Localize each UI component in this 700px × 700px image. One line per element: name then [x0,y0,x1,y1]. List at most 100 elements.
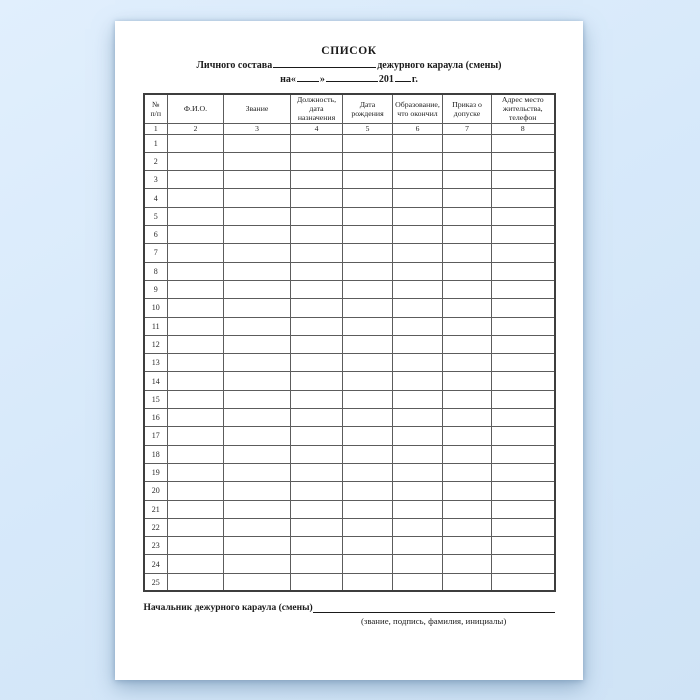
table-row: 22 [143,517,555,538]
row-number-cell: 15 [143,389,168,410]
row-number-cell: 7 [143,243,168,263]
empty-cell [342,170,393,190]
table-row: 3 [143,170,555,190]
table-row: 4 [143,188,555,208]
empty-cell [442,353,492,373]
empty-cell [342,243,393,263]
empty-cell [290,462,343,483]
empty-cell [167,353,224,373]
table-row: 17 [143,426,555,446]
empty-cell [442,481,492,501]
empty-cell [167,298,224,318]
document-page: СПИСОК Личного состава дежурного караула … [115,21,583,680]
empty-cell [223,462,291,483]
empty-cell [342,499,393,519]
empty-cell [392,206,443,227]
empty-cell [392,371,443,391]
empty-cell [167,517,224,538]
column-number: 8 [491,122,555,135]
signature-row: Начальник дежурного караула (смены) [144,602,555,614]
row-number-cell: 18 [143,444,168,464]
empty-cell [392,279,443,300]
empty-cell [290,499,343,519]
empty-cell [392,298,443,318]
empty-cell [167,499,224,519]
empty-cell [223,225,291,245]
empty-cell [491,353,555,373]
empty-cell [491,225,555,245]
column-number: 7 [442,122,492,135]
column-header: Образование, что окончил [392,93,443,124]
empty-cell [223,371,291,391]
empty-cell [442,334,492,355]
empty-cell [491,554,555,574]
empty-cell [491,444,555,464]
empty-cell [392,334,443,355]
row-number-cell: 10 [143,298,168,318]
empty-cell [342,334,393,355]
empty-cell [342,462,393,483]
signature-caption: (звание, подпись, фамилия, инициалы) [360,616,507,627]
empty-cell [491,389,555,410]
empty-cell [290,243,343,263]
table-row: 23 [143,536,555,556]
empty-cell [290,408,343,428]
empty-cell [167,316,224,336]
empty-cell [342,298,393,318]
table-row: 14 [143,371,555,391]
empty-cell [392,408,443,428]
row-number-cell: 4 [143,188,168,208]
empty-cell [223,170,291,190]
empty-cell [392,170,443,190]
row-number-cell: 17 [143,426,168,446]
empty-cell [290,170,343,190]
column-number: 1 [143,122,168,135]
empty-cell [392,572,443,592]
row-number-cell: 19 [143,462,168,483]
empty-cell [491,316,555,336]
empty-cell [342,536,393,556]
empty-cell [223,554,291,574]
empty-cell [442,371,492,391]
empty-cell [290,151,343,172]
table-row: 18 [143,444,555,464]
table-row: 8 [143,261,555,281]
empty-cell [342,188,393,208]
empty-cell [167,279,224,300]
date-century: 201 [378,74,394,85]
empty-cell [290,188,343,208]
row-number-cell: 3 [143,170,168,190]
row-number-cell: 24 [143,554,168,574]
empty-cell [442,517,492,538]
empty-cell [342,316,393,336]
empty-cell [442,554,492,574]
empty-cell [392,517,443,538]
empty-cell [442,279,492,300]
row-number-cell: 16 [143,408,168,428]
empty-cell [342,554,393,574]
empty-cell [491,188,555,208]
empty-cell [442,444,492,464]
empty-cell [290,536,343,556]
empty-cell [342,279,393,300]
fill-in-blank-month [325,72,378,82]
empty-cell [167,334,224,355]
empty-cell [342,261,393,281]
empty-cell [223,408,291,428]
fill-in-blank-unit-name [273,58,377,68]
empty-cell [167,572,224,592]
table-row: 9 [143,279,555,300]
empty-cell [491,133,555,153]
empty-cell [167,536,224,556]
empty-cell [223,243,291,263]
empty-cell [223,316,291,336]
empty-cell [290,353,343,373]
empty-cell [442,316,492,336]
empty-cell [392,481,443,501]
empty-cell [491,572,555,592]
empty-cell [392,499,443,519]
empty-cell [167,408,224,428]
empty-cell [491,206,555,227]
signature-block: Начальник дежурного караула (смены) Нача… [144,602,555,628]
empty-cell [392,426,443,446]
